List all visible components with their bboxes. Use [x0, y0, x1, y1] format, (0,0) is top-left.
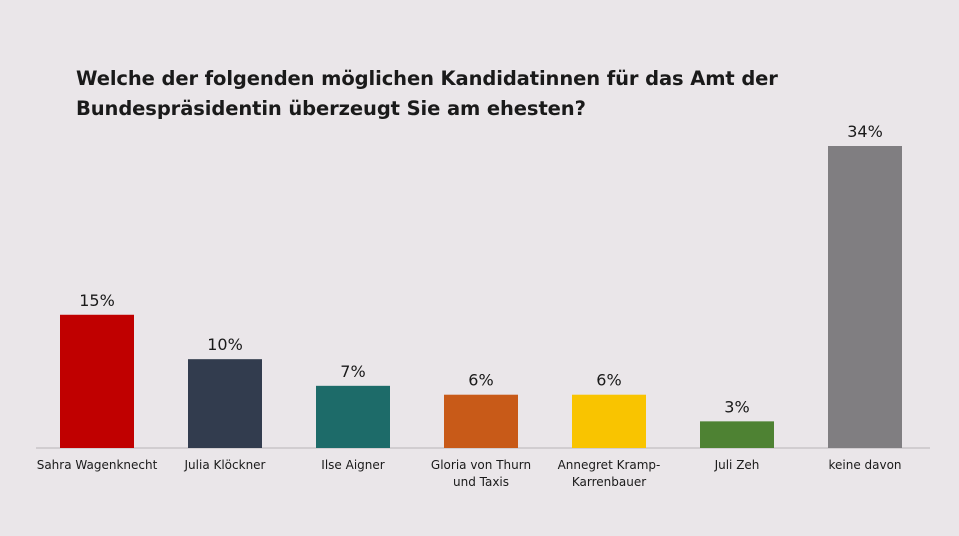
- category-label-4-line-2: Karrenbauer: [572, 475, 646, 489]
- bar-1: [188, 359, 262, 448]
- category-label-6: keine davon: [828, 458, 901, 472]
- category-label-0: Sahra Wagenknecht: [37, 458, 158, 472]
- category-label-3-line-1: Gloria von Thurn: [431, 458, 531, 472]
- bar-0: [60, 314, 134, 448]
- category-label-1: Julia Klöckner: [184, 458, 266, 472]
- bar-3: [444, 394, 518, 448]
- value-label-4: 6%: [596, 371, 621, 390]
- chart-title: Welche der folgenden möglichen Kandidati…: [76, 64, 836, 124]
- value-label-6: 34%: [847, 122, 883, 141]
- category-label-4-line-1: Annegret Kramp-: [558, 458, 661, 472]
- category-label-2: Ilse Aigner: [321, 458, 384, 472]
- value-label-3: 6%: [468, 371, 493, 390]
- bar-6: [828, 146, 902, 448]
- value-label-0: 15%: [79, 291, 115, 310]
- value-label-5: 3%: [724, 397, 749, 416]
- chart-title-line-2: Bundespräsidentin überzeugt Sie am ehest…: [76, 97, 586, 120]
- category-label-5: Juli Zeh: [714, 458, 760, 472]
- bar-5: [700, 421, 774, 448]
- chart-title-line-1: Welche der folgenden möglichen Kandidati…: [76, 67, 778, 90]
- bar-2: [316, 385, 390, 448]
- category-label-3-line-2: und Taxis: [453, 475, 509, 489]
- bar-4: [572, 394, 646, 448]
- value-label-2: 7%: [340, 362, 365, 381]
- value-label-1: 10%: [207, 335, 243, 354]
